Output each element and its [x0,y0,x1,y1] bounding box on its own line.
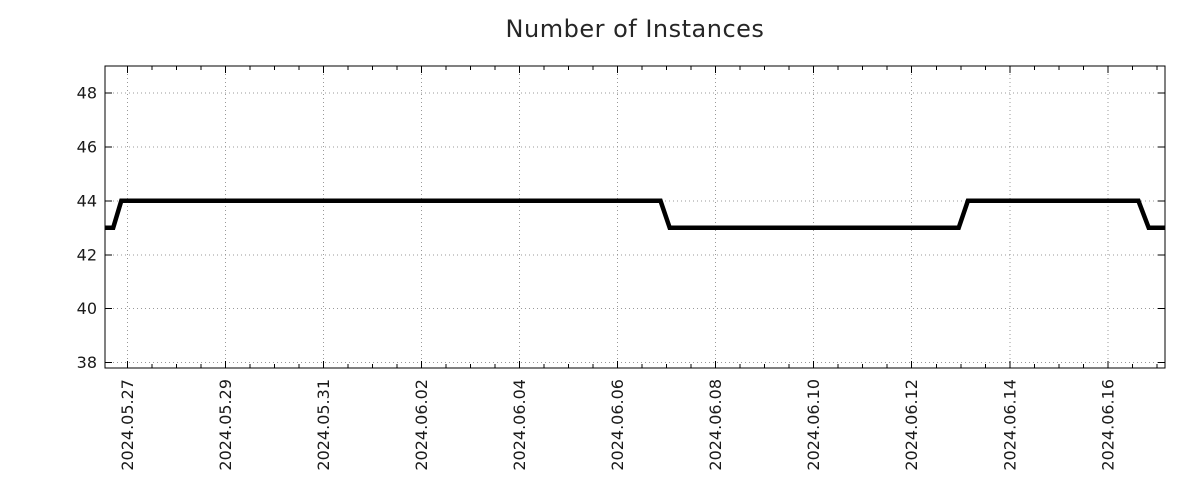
x-tick-label: 2024.06.04 [510,379,529,471]
x-tick-label: 2024.06.10 [804,379,823,471]
chart-title: Number of Instances [505,15,765,43]
x-tick-label: 2024.06.14 [1000,379,1019,471]
x-tick-label: 2024.05.27 [118,379,137,471]
series-instances [105,198,1165,231]
tick-labels: 2024.05.27 2024.05.29 2024.05.31 2024.06.02… [77,83,1118,470]
y-tick-label: 42 [77,245,97,264]
plot-border [104,65,1166,369]
axes [104,65,1166,369]
data-series [105,198,1165,231]
x-tick-label: 2024.06.06 [608,379,627,471]
y-tick-label: 46 [77,137,97,156]
x-tick-label: 2024.06.12 [902,379,921,471]
x-tick-label: 2024.05.29 [216,379,235,471]
x-tick-label: 2024.06.16 [1098,379,1117,471]
x-tick-label: 2024.05.31 [314,379,333,471]
y-tick-label: 38 [77,353,97,372]
x-tick-label: 2024.06.08 [706,379,725,471]
y-tick-label: 44 [77,191,97,210]
gridlines [105,66,1165,368]
x-tick-label: 2024.06.02 [412,379,431,471]
y-tick-label: 48 [77,83,97,102]
y-tick-label: 40 [77,299,97,318]
